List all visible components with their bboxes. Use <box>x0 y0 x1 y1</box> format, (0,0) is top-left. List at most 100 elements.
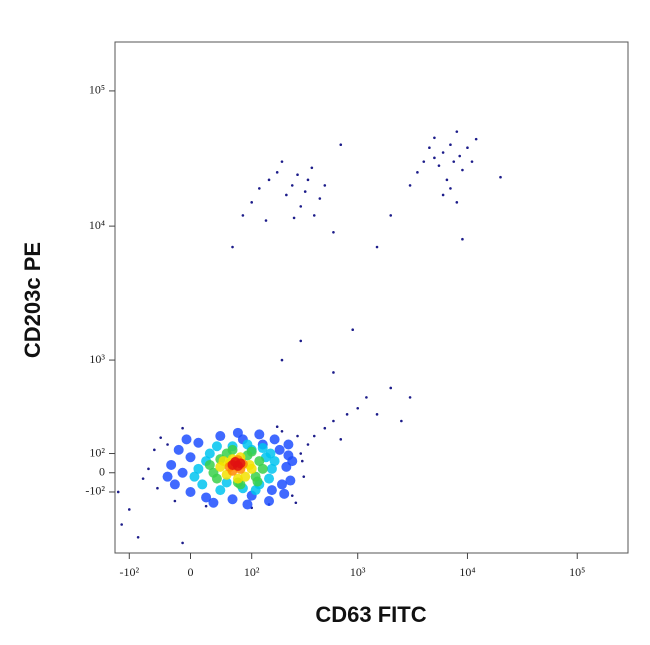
event-dot <box>241 214 245 217</box>
event-dot <box>428 146 431 150</box>
event-dot <box>441 151 445 154</box>
event-dot <box>280 358 284 362</box>
event-dot <box>416 171 419 174</box>
event-dot <box>254 456 265 467</box>
event-dot <box>193 437 204 448</box>
event-dot <box>303 190 307 193</box>
event-dot <box>455 201 459 204</box>
event-dot <box>250 485 261 496</box>
event-dot <box>449 187 452 190</box>
event-dot <box>499 175 502 179</box>
event-dot <box>257 443 268 454</box>
event-dot <box>400 419 403 423</box>
event-dot <box>208 497 219 508</box>
event-dot <box>274 444 285 455</box>
event-dot <box>177 467 188 478</box>
y-tick-label: 10³ <box>89 352 105 366</box>
event-dot <box>232 473 243 484</box>
event-dot <box>275 171 279 174</box>
event-dot <box>242 499 253 510</box>
event-dot <box>116 490 120 494</box>
event-dot <box>445 178 449 182</box>
event-dot <box>285 193 288 197</box>
event-dot <box>296 173 299 177</box>
event-dot <box>162 471 173 482</box>
event-dot <box>290 494 294 497</box>
y-tick-label: 10⁵ <box>89 83 105 97</box>
event-dot <box>458 154 462 158</box>
event-dot <box>189 471 200 482</box>
event-dot <box>227 494 238 505</box>
event-dot <box>169 479 180 490</box>
y-axis-title: CD203c PE <box>20 242 45 358</box>
event-dot <box>280 429 284 433</box>
event-dot <box>441 193 445 197</box>
event-dot <box>312 214 316 217</box>
event-dot <box>276 479 287 490</box>
event-dot <box>254 429 265 440</box>
x-tick-label: -10² <box>119 565 139 579</box>
event-dot <box>156 486 159 490</box>
event-dot <box>283 439 294 450</box>
event-dot <box>173 444 184 455</box>
event-dot <box>181 426 184 430</box>
event-dot <box>231 245 234 249</box>
event-dot <box>166 443 169 446</box>
event-dot <box>474 137 478 141</box>
event-dot <box>455 130 459 133</box>
plot-frame <box>114 41 629 554</box>
event-dot <box>193 463 204 474</box>
event-dot <box>323 426 327 430</box>
event-dot <box>408 396 412 399</box>
event-dot <box>365 396 368 399</box>
event-dot <box>285 475 296 486</box>
event-dot <box>279 488 290 499</box>
event-dot <box>466 146 469 150</box>
event-dot <box>275 425 279 429</box>
event-dot <box>250 201 254 204</box>
event-dot <box>375 245 379 249</box>
event-dot <box>221 477 232 488</box>
event-dot <box>280 160 284 163</box>
event-dot <box>127 508 131 511</box>
event-dot <box>332 230 335 234</box>
event-dot <box>185 486 196 497</box>
event-dot <box>332 419 335 423</box>
event-dot <box>339 438 343 441</box>
event-dot <box>232 427 243 438</box>
event-dot <box>264 496 275 507</box>
event-dot <box>306 443 310 446</box>
x-tick-label: 10³ <box>350 565 366 579</box>
event-dot <box>257 463 268 474</box>
x-tick-label: 10⁴ <box>459 565 475 579</box>
event-dot <box>449 143 452 147</box>
y-tick-label: 10² <box>89 445 105 459</box>
event-dot <box>166 459 177 470</box>
event-dot <box>208 467 219 478</box>
event-dot <box>258 187 261 190</box>
event-dot <box>375 413 379 416</box>
event-dot <box>266 485 277 496</box>
event-dot <box>294 501 298 505</box>
event-dot <box>287 456 298 467</box>
event-dot <box>461 168 464 172</box>
event-dot <box>292 216 296 220</box>
event-dot <box>185 452 196 463</box>
event-dot <box>201 492 212 503</box>
event-dot <box>323 184 327 187</box>
event-dot <box>351 328 355 332</box>
event-dot <box>136 535 140 539</box>
event-dot <box>181 434 192 445</box>
event-dot <box>215 431 226 442</box>
event-dot <box>181 541 184 545</box>
event-dot <box>408 184 412 187</box>
event-dot <box>266 463 277 474</box>
event-dot <box>269 434 280 445</box>
event-dot <box>235 458 246 469</box>
event-dot <box>264 219 268 222</box>
event-dot <box>120 523 123 526</box>
x-tick-label: 10⁵ <box>569 565 585 579</box>
event-dot <box>290 184 294 187</box>
event-dot <box>437 164 441 167</box>
event-dot <box>299 452 303 455</box>
